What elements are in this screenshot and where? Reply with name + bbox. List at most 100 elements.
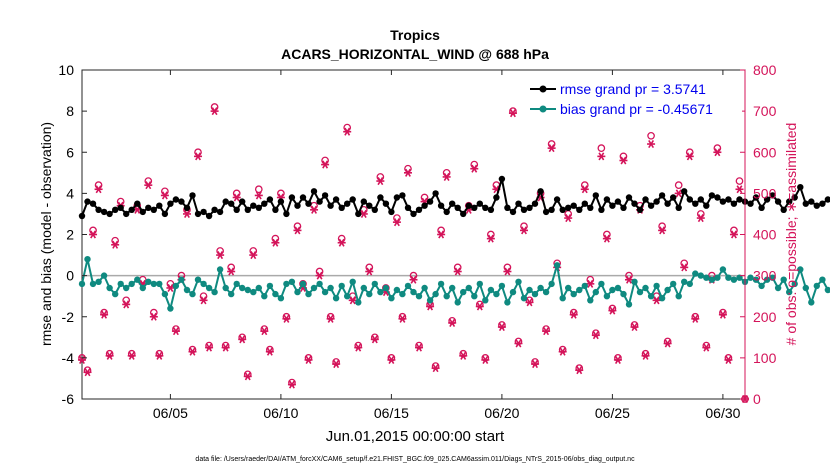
bias-point xyxy=(294,288,301,296)
rmse-point xyxy=(670,194,677,201)
rmse-point xyxy=(156,202,163,209)
rmse-point xyxy=(410,210,417,218)
rmse-point xyxy=(476,200,483,207)
rmse-point xyxy=(178,198,185,205)
rmse-point xyxy=(332,196,340,203)
rmse-point xyxy=(233,206,240,213)
rmse-point xyxy=(471,204,478,211)
bias-point xyxy=(653,282,660,290)
y-right-tick-label: 300 xyxy=(753,268,777,284)
rmse-point xyxy=(581,200,588,207)
y-right-tick-label: 500 xyxy=(753,185,777,201)
y-left-tick-label: 8 xyxy=(66,103,74,119)
obs-assimilated-point xyxy=(265,347,274,356)
bias-point xyxy=(531,290,539,298)
obs-assimilated-point xyxy=(249,251,258,260)
obs-assimilated-point xyxy=(415,343,424,352)
obs-assimilated-point xyxy=(674,189,683,198)
obs-assimilated-point xyxy=(365,267,374,276)
bias-point xyxy=(824,286,830,294)
bias-point xyxy=(686,280,693,288)
bias-point xyxy=(123,284,130,292)
obs-assimilated-point xyxy=(591,331,600,340)
rmse-point xyxy=(658,192,666,199)
rmse-point xyxy=(239,198,246,205)
rmse-point xyxy=(824,196,830,203)
bias-point xyxy=(460,288,467,296)
chart-title: Tropics xyxy=(390,27,440,43)
bias-point xyxy=(647,293,655,300)
bias-point xyxy=(156,280,163,288)
rmse-point xyxy=(78,212,86,220)
bias-point xyxy=(393,286,401,294)
y-right-tick-label: 800 xyxy=(753,62,777,78)
bias-point xyxy=(697,272,704,279)
obs-possible-point xyxy=(674,181,683,189)
bias-point xyxy=(145,278,152,285)
bias-point xyxy=(139,284,146,292)
rmse-point xyxy=(487,206,495,213)
rmse-point xyxy=(443,208,450,216)
bias-point xyxy=(769,274,776,281)
rmse-point xyxy=(415,206,423,213)
rmse-point xyxy=(631,200,638,207)
rmse-point xyxy=(250,202,257,209)
rmse-point xyxy=(310,188,318,195)
bias-point xyxy=(382,284,390,292)
bias-point xyxy=(150,280,157,288)
obs-assimilated-point xyxy=(216,251,225,260)
bias-point xyxy=(349,278,356,285)
rmse-point xyxy=(763,196,771,203)
obs-assimilated-point xyxy=(497,323,506,332)
obs-assimilated-point xyxy=(243,372,252,381)
bias-point xyxy=(95,278,102,285)
rmse-point xyxy=(161,210,169,218)
bias-point xyxy=(89,280,97,288)
obs-assimilated-point xyxy=(321,160,330,169)
bias-point xyxy=(730,276,738,283)
obs-assimilated-point xyxy=(409,275,418,284)
obs-assimilated-point xyxy=(580,185,589,194)
rmse-point xyxy=(349,196,356,203)
rmse-point xyxy=(531,200,539,207)
obs-assimilated-point xyxy=(83,368,92,377)
obs-assimilated-point xyxy=(453,267,462,276)
bias-point xyxy=(592,288,599,296)
bias-point xyxy=(250,288,257,296)
obs-assimilated-point xyxy=(437,230,446,239)
bias-point xyxy=(808,299,815,306)
obs-assimilated-point xyxy=(105,351,114,360)
y-left-tick-label: 6 xyxy=(66,144,74,160)
y-axis-left: -6 -4 -2 0 2 4 6 8 10 xyxy=(58,62,87,407)
rmse-point xyxy=(327,202,334,209)
y-left-tick-label: 2 xyxy=(66,227,74,243)
bias-point xyxy=(78,280,86,288)
legend: rmse grand pr = 3.5741 bias grand pr = -… xyxy=(526,76,742,118)
bias-point xyxy=(774,284,782,292)
rmse-point xyxy=(686,196,693,203)
bias-point xyxy=(548,280,555,288)
rmse-point xyxy=(454,204,461,211)
rmse-point xyxy=(465,202,472,209)
obs-assimilated-point xyxy=(702,343,711,352)
obs-assimilated-point xyxy=(718,310,727,319)
bias-point xyxy=(603,293,611,300)
bias-point xyxy=(432,290,439,298)
bias-point xyxy=(222,284,229,292)
bias-point xyxy=(631,278,638,285)
bias-point xyxy=(233,280,240,288)
rmse-point xyxy=(791,194,798,201)
bias-point xyxy=(277,295,285,302)
obs-assimilated-point xyxy=(254,191,263,200)
rmse-point xyxy=(117,204,124,211)
bias-point xyxy=(692,270,699,277)
rmse-point xyxy=(404,204,412,211)
y-axis-right: 0 100 200 300 400 500 600 700 800 xyxy=(740,62,777,407)
bias-point xyxy=(366,290,373,298)
bias-point xyxy=(321,288,329,296)
y-left-tick-label: -4 xyxy=(62,350,75,366)
bias-point xyxy=(183,286,191,294)
rmse-point xyxy=(316,198,323,205)
bias-point xyxy=(802,284,809,292)
